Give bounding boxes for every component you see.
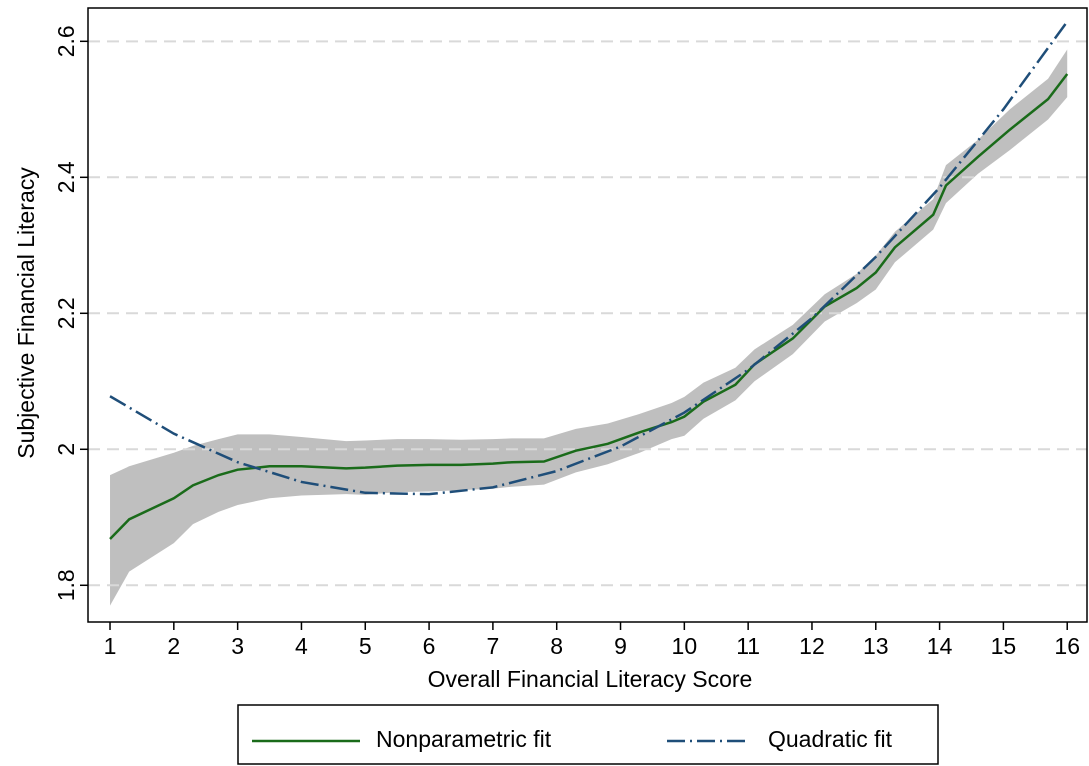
x-tick-label: 8 [550,633,563,659]
y-tick-label: 2 [53,443,79,456]
x-tick-label: 3 [231,633,244,659]
x-tick-label: 9 [614,633,627,659]
x-tick-label: 15 [991,633,1017,659]
y-axis-title: Subjective Financial Literacy [13,167,39,459]
x-tick-label: 12 [799,633,825,659]
x-tick-label: 11 [736,633,760,659]
x-tick-label: 4 [295,633,308,659]
x-axis-title: Overall Financial Literacy Score [428,666,753,692]
x-tick-label: 1 [104,633,117,659]
x-tick-label: 16 [1054,633,1080,659]
legend-label: Nonparametric fit [376,726,552,752]
plot-frame [87,7,1088,623]
x-tick-label: 14 [927,633,953,659]
x-tick-label: 2 [167,633,180,659]
series-line [109,20,1069,496]
x-tick-label: 6 [423,633,436,659]
legend-label: Quadratic fit [768,726,893,752]
y-tick-label: 2.6 [53,25,79,57]
legend: Nonparametric fit Quadratic fit [237,704,939,765]
x-tick-label: 13 [863,633,889,659]
x-tick-label: 5 [359,633,372,659]
y-tick-label: 2.4 [53,161,79,193]
y-tick-label: 1.8 [53,569,79,601]
confidence-band [110,49,1068,606]
x-tick-label: 10 [672,633,698,659]
x-tick-label: 7 [486,633,499,659]
y-tick-label: 2.2 [53,297,79,329]
legend-box [237,704,939,765]
series-line [109,73,1069,540]
